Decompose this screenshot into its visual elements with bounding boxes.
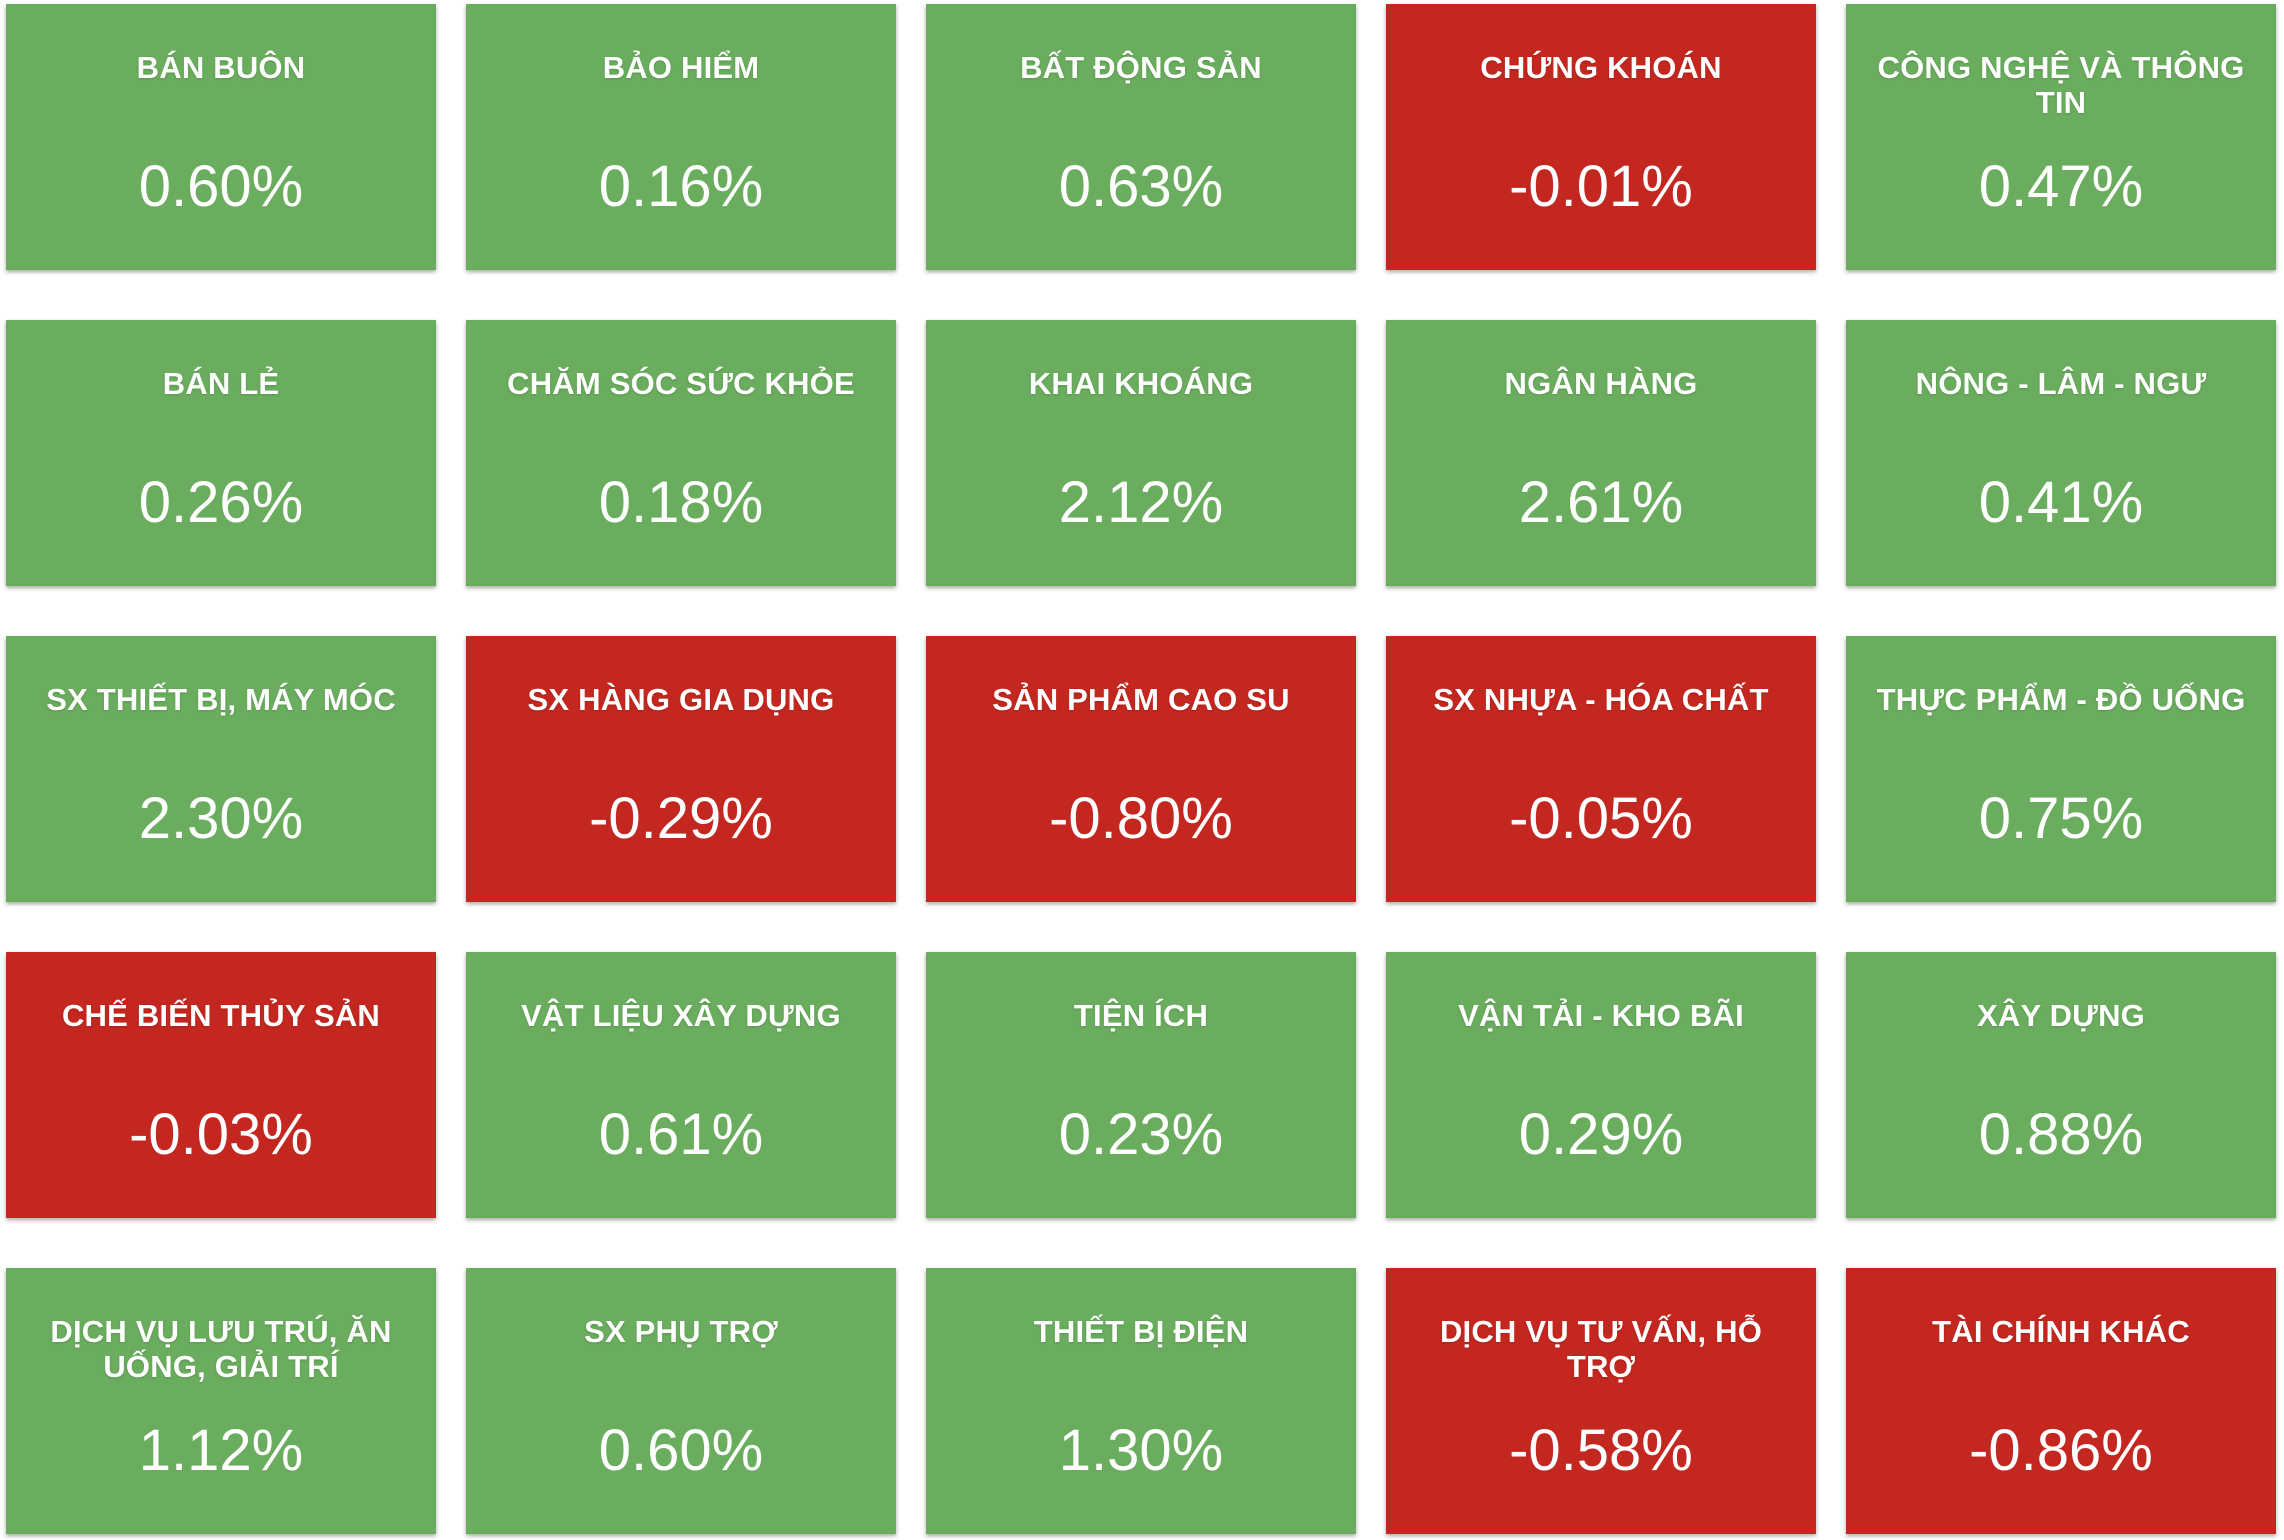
- sector-change-percent: -0.01%: [1509, 154, 1693, 219]
- sector-change-percent: -0.80%: [1049, 786, 1233, 851]
- sector-change-percent: 0.61%: [598, 1102, 764, 1167]
- sector-tile[interactable]: XÂY DỰNG 0.88%: [1846, 952, 2276, 1218]
- sector-tile[interactable]: BÁN LẺ 0.26%: [6, 320, 436, 586]
- sector-change-percent: 0.88%: [1978, 1102, 2144, 1167]
- sector-tile[interactable]: SX HÀNG GIA DỤNG -0.29%: [466, 636, 896, 902]
- sector-name: THIẾT BỊ ĐIỆN: [1033, 1314, 1249, 1349]
- sector-change-percent: -0.03%: [129, 1102, 313, 1167]
- sector-change-percent: 0.26%: [138, 470, 304, 535]
- sector-tile[interactable]: BẤT ĐỘNG SẢN 0.63%: [926, 4, 1356, 270]
- sector-change-percent: -0.86%: [1969, 1418, 2153, 1483]
- sector-tile[interactable]: DỊCH VỤ LƯU TRÚ, ĂN UỐNG, GIẢI TRÍ 1.12%: [6, 1268, 436, 1534]
- sector-name: XÂY DỰNG: [1977, 998, 2145, 1033]
- sector-change-percent: -0.58%: [1509, 1418, 1693, 1483]
- sector-name: CHẾ BIẾN THỦY SẢN: [61, 998, 381, 1033]
- sector-change-percent: 2.61%: [1518, 470, 1684, 535]
- sector-name: BẤT ĐỘNG SẢN: [1020, 50, 1262, 85]
- sector-change-percent: 1.12%: [138, 1418, 304, 1483]
- sector-name: VẬT LIỆU XÂY DỰNG: [521, 998, 841, 1033]
- sector-tile[interactable]: SẢN PHẨM CAO SU -0.80%: [926, 636, 1356, 902]
- sector-name: KHAI KHOÁNG: [1028, 366, 1254, 401]
- sector-name: THỰC PHẨM - ĐỒ UỐNG: [1876, 682, 2246, 717]
- sector-name: SẢN PHẨM CAO SU: [992, 682, 1290, 717]
- sector-change-percent: 0.60%: [598, 1418, 764, 1483]
- sector-name: DỊCH VỤ TƯ VẤN, HỖ TRỢ: [1439, 1314, 1763, 1384]
- sector-name: SX NHỰA - HÓA CHẤT: [1433, 682, 1769, 717]
- sector-heatmap-grid: BÁN BUÔN 0.60% BẢO HIỂM 0.16% BẤT ĐỘNG SẢN…: [6, 4, 2276, 1534]
- sector-tile[interactable]: SX THIẾT BỊ, MÁY MÓC 2.30%: [6, 636, 436, 902]
- sector-tile[interactable]: THỰC PHẨM - ĐỒ UỐNG 0.75%: [1846, 636, 2276, 902]
- sector-change-percent: 0.29%: [1518, 1102, 1684, 1167]
- sector-change-percent: 0.23%: [1058, 1102, 1224, 1167]
- sector-change-percent: 0.16%: [598, 154, 764, 219]
- sector-change-percent: 2.30%: [138, 786, 304, 851]
- sector-tile[interactable]: NÔNG - LÂM - NGƯ 0.41%: [1846, 320, 2276, 586]
- sector-change-percent: 0.47%: [1978, 154, 2144, 219]
- sector-tile[interactable]: VẬN TẢI - KHO BÃI 0.29%: [1386, 952, 1816, 1218]
- sector-change-percent: 2.12%: [1058, 470, 1224, 535]
- sector-tile[interactable]: SX PHỤ TRỢ 0.60%: [466, 1268, 896, 1534]
- sector-change-percent: 0.18%: [598, 470, 764, 535]
- sector-change-percent: -0.05%: [1509, 786, 1693, 851]
- sector-tile[interactable]: DỊCH VỤ TƯ VẤN, HỖ TRỢ -0.58%: [1386, 1268, 1816, 1534]
- sector-tile[interactable]: CHĂM SÓC SỨC KHỎE 0.18%: [466, 320, 896, 586]
- sector-tile[interactable]: CHẾ BIẾN THỦY SẢN -0.03%: [6, 952, 436, 1218]
- sector-name: BÁN LẺ: [162, 366, 280, 401]
- sector-change-percent: 0.63%: [1058, 154, 1224, 219]
- sector-tile[interactable]: BẢO HIỂM 0.16%: [466, 4, 896, 270]
- sector-name: SX HÀNG GIA DỤNG: [527, 682, 835, 717]
- sector-name: TIỆN ÍCH: [1073, 998, 1209, 1033]
- sector-tile[interactable]: BÁN BUÔN 0.60%: [6, 4, 436, 270]
- sector-name: CÔNG NGHỆ VÀ THÔNG TIN: [1877, 50, 2245, 120]
- sector-name: CHỨNG KHOÁN: [1480, 50, 1722, 85]
- sector-tile[interactable]: NGÂN HÀNG 2.61%: [1386, 320, 1816, 586]
- sector-change-percent: -0.29%: [589, 786, 773, 851]
- sector-tile[interactable]: SX NHỰA - HÓA CHẤT -0.05%: [1386, 636, 1816, 902]
- sector-change-percent: 1.30%: [1058, 1418, 1224, 1483]
- sector-name: SX THIẾT BỊ, MÁY MÓC: [46, 682, 396, 717]
- sector-name: NÔNG - LÂM - NGƯ: [1915, 366, 2207, 401]
- sector-change-percent: 0.75%: [1978, 786, 2144, 851]
- sector-name: VẬN TẢI - KHO BÃI: [1458, 998, 1744, 1033]
- sector-tile[interactable]: TIỆN ÍCH 0.23%: [926, 952, 1356, 1218]
- sector-change-percent: 0.41%: [1978, 470, 2144, 535]
- sector-tile[interactable]: TÀI CHÍNH KHÁC -0.86%: [1846, 1268, 2276, 1534]
- sector-change-percent: 0.60%: [138, 154, 304, 219]
- sector-tile[interactable]: KHAI KHOÁNG 2.12%: [926, 320, 1356, 586]
- sector-name: DỊCH VỤ LƯU TRÚ, ĂN UỐNG, GIẢI TRÍ: [50, 1314, 392, 1384]
- sector-tile[interactable]: THIẾT BỊ ĐIỆN 1.30%: [926, 1268, 1356, 1534]
- sector-tile[interactable]: VẬT LIỆU XÂY DỰNG 0.61%: [466, 952, 896, 1218]
- sector-name: CHĂM SÓC SỨC KHỎE: [507, 366, 855, 401]
- sector-tile[interactable]: CHỨNG KHOÁN -0.01%: [1386, 4, 1816, 270]
- sector-tile[interactable]: CÔNG NGHỆ VÀ THÔNG TIN 0.47%: [1846, 4, 2276, 270]
- sector-name: TÀI CHÍNH KHÁC: [1932, 1314, 2190, 1349]
- sector-name: NGÂN HÀNG: [1504, 366, 1698, 401]
- sector-name: SX PHỤ TRỢ: [584, 1314, 778, 1349]
- sector-name: BÁN BUÔN: [136, 50, 306, 85]
- sector-name: BẢO HIỂM: [602, 50, 760, 85]
